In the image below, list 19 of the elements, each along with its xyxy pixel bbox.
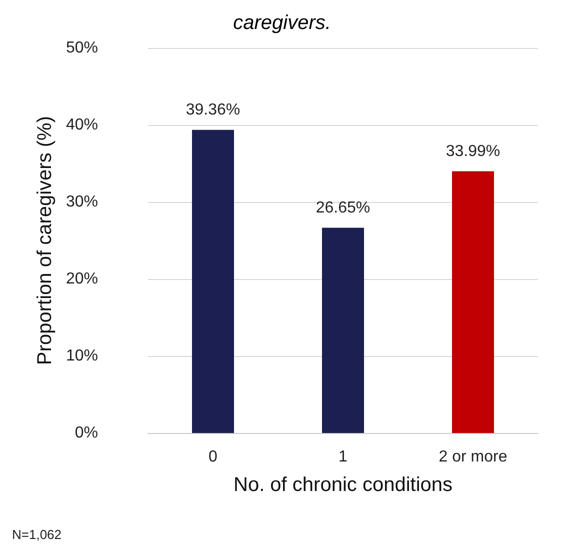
bar — [192, 130, 234, 433]
bar — [322, 228, 364, 433]
y-tick-label: 0% — [74, 424, 98, 442]
data-label: 39.36% — [186, 101, 240, 118]
x-axis-title: No. of chronic conditions — [233, 474, 453, 496]
y-tick-label: 20% — [66, 270, 98, 288]
data-label: 33.99% — [446, 142, 500, 160]
y-tick-label: 40% — [66, 116, 98, 134]
y-tick-label: 30% — [66, 194, 98, 210]
bar — [452, 171, 494, 433]
x-tick-label: 0 — [208, 448, 218, 466]
x-tick-label: 2 or more — [438, 448, 508, 466]
y-axis-title: Proportion of caregivers (%) — [34, 116, 56, 365]
chart-title: caregivers. — [233, 12, 331, 34]
data-label: 26.65% — [316, 199, 370, 216]
y-tick-label: 50% — [66, 40, 98, 56]
x-tick-label: 1 — [338, 448, 348, 466]
text: N=1,062 — [12, 527, 62, 542]
y-tick-label: 10% — [66, 348, 98, 364]
